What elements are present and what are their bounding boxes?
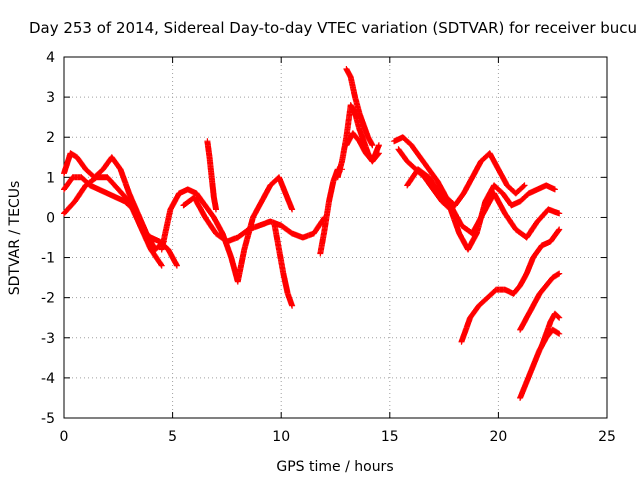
series-track-r [538,310,563,349]
x-tick-label: 10 [272,429,290,445]
y-tick-label: 0 [46,210,55,226]
series-track-m [395,146,558,253]
y-tick-label: 3 [46,90,55,106]
data-markers [158,174,296,285]
y-tick-label: 1 [46,170,55,186]
x-axis-label: GPS time / hours [276,459,393,475]
y-tick-label: -3 [41,331,55,347]
series-track-l [391,134,528,209]
data-markers [204,138,219,213]
series-track-o [458,226,563,345]
data-markers [180,194,328,245]
series-track-g [271,222,296,309]
y-tick-label: -4 [41,371,55,387]
y-tick-label: 2 [46,130,55,146]
data-markers [271,222,296,309]
series-track-c [61,174,165,269]
x-tick-label: 20 [489,429,507,445]
y-tick-label: -5 [41,411,55,427]
data-markers [395,146,558,253]
data-markers [517,270,563,333]
series-track-p [517,270,563,333]
y-tick-label: -2 [41,291,55,307]
series-track-e [204,138,219,213]
x-tick-label: 5 [168,429,177,445]
data-markers [458,226,563,345]
axis-ticks: 0 5 10 15 20 25 -5 -4 -3 -2 -1 0 1 2 3 4 [41,50,616,445]
series-track-j [343,66,376,149]
data-markers [317,166,345,257]
y-axis-label: SDTVAR / TECUs [7,181,23,296]
plot-frame [63,56,608,419]
data-markers [343,66,376,149]
y-tick-label: 4 [46,50,55,66]
series-track-k [343,130,382,165]
series-track-f [180,194,328,245]
y-tick-label: -1 [41,251,55,267]
data-markers [391,134,528,209]
data-markers [343,130,382,165]
grid [64,57,607,418]
series-track-q [517,326,563,401]
data-markers [61,174,165,269]
x-tick-label: 0 [60,429,69,445]
series-track-d [158,174,296,285]
data-markers [538,310,563,349]
x-tick-label: 15 [381,429,399,445]
data-markers [404,166,563,241]
x-tick-label: 25 [598,429,616,445]
series-track-h [317,166,345,257]
data-points [61,66,563,401]
chart-title: Day 253 of 2014, Sidereal Day-to-day VTE… [29,19,637,37]
series-track-n [404,166,563,241]
data-markers [517,326,563,401]
